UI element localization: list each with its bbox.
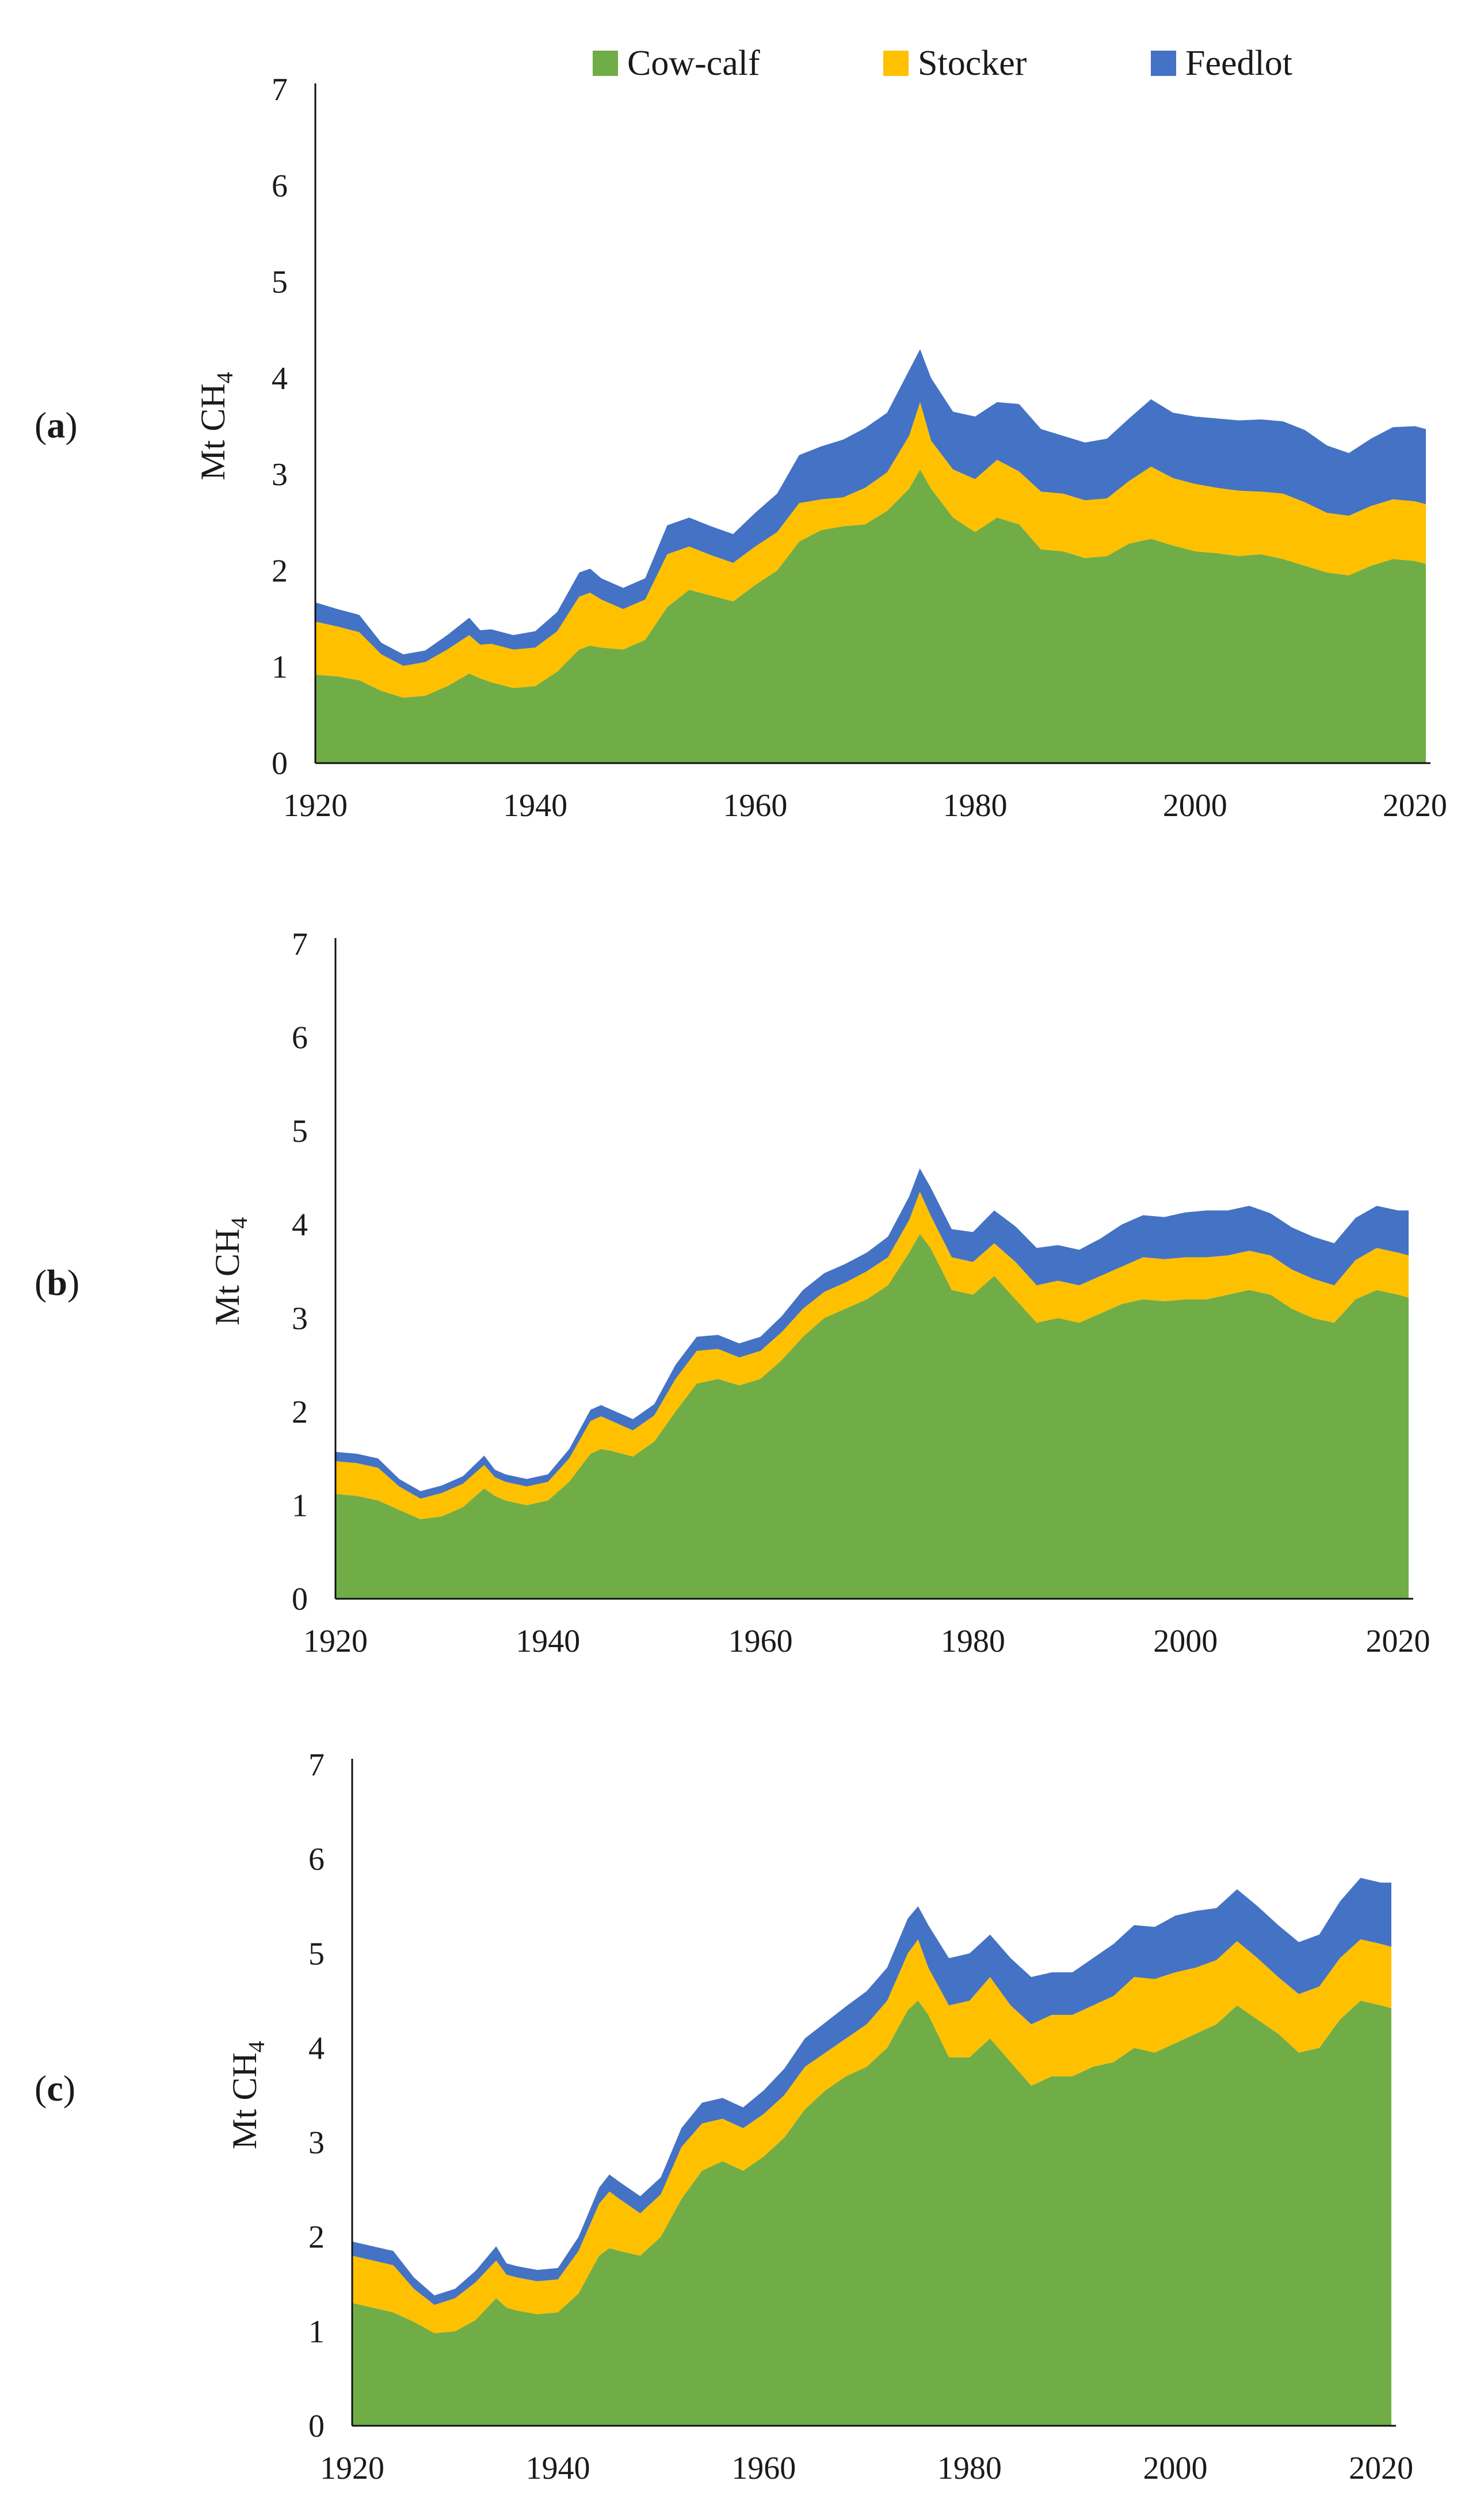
y-axis-label-subscript: 4: [212, 372, 238, 383]
y-axis-label: Mt CH4: [194, 372, 238, 480]
panel-label-open: (: [35, 2068, 47, 2109]
y-axis-label-main: Mt CH: [194, 383, 232, 480]
stocker-area: [335, 1191, 1409, 1519]
panel-label-open: (: [35, 405, 47, 445]
y-tick-label: 3: [308, 2125, 325, 2161]
y-tick-label: 5: [292, 1114, 308, 1149]
cow-calf-area: [315, 469, 1426, 763]
panel-label-open: (: [35, 1262, 47, 1303]
y-tick-label: 7: [272, 72, 288, 108]
x-tick-label: 2000: [1153, 1624, 1218, 1659]
y-tick-label: 3: [272, 457, 288, 493]
x-tick-label: 1960: [731, 2451, 796, 2486]
y-tick-label: 6: [272, 168, 288, 204]
y-axis-label-main: Mt CH: [226, 2052, 264, 2149]
y-axis-label: Mt CH4: [208, 1217, 252, 1325]
x-tick-label: 1920: [320, 2451, 384, 2486]
x-tick-label: 1980: [943, 788, 1008, 824]
y-axis-label-subscript: 4: [243, 2041, 269, 2052]
x-tick-label: 1960: [723, 788, 787, 824]
y-axis-label: Mt CH4: [226, 2041, 269, 2149]
panel-label: (b): [35, 1262, 79, 1303]
y-tick-label: 1: [272, 650, 288, 685]
y-axis-label-subscript: 4: [226, 1217, 252, 1229]
panel-label: (c): [35, 2068, 75, 2109]
panel-label-close: ): [63, 2068, 75, 2109]
x-tick-label: 2000: [1143, 2451, 1207, 2486]
legend-label-stocker: Stocker: [918, 44, 1027, 83]
x-tick-label: 1920: [283, 788, 348, 824]
y-tick-label: 7: [292, 927, 308, 962]
panel-label-letter: c: [47, 2068, 63, 2109]
y-tick-label: 2: [272, 553, 288, 589]
x-tick-label: 2020: [1383, 788, 1447, 824]
y-tick-label: 6: [308, 1842, 325, 1877]
panel-label: (a): [35, 405, 78, 445]
y-tick-label: 3: [292, 1301, 308, 1336]
y-tick-label: 0: [292, 1581, 308, 1617]
panel-label-letter: b: [47, 1262, 67, 1303]
x-tick-label: 1920: [303, 1624, 368, 1659]
y-tick-label: 5: [308, 1936, 325, 1972]
x-tick-label: 2020: [1349, 2451, 1413, 2486]
y-tick-label: 4: [272, 361, 288, 397]
x-tick-label: 1960: [728, 1624, 793, 1659]
x-tick-label: 2000: [1163, 788, 1227, 824]
y-tick-label: 2: [308, 2220, 325, 2255]
feedlot-area: [315, 349, 1426, 666]
y-tick-label: 4: [292, 1207, 308, 1243]
x-tick-label: 1940: [503, 788, 567, 824]
y-tick-label: 5: [272, 265, 288, 300]
y-tick-label: 2: [292, 1394, 308, 1430]
cow-calf-area: [352, 2000, 1391, 2426]
panel-label-close: ): [65, 405, 77, 445]
cow-calf-area: [335, 1234, 1409, 1599]
panel-label-letter: a: [47, 405, 65, 445]
feedlot-area: [335, 1168, 1409, 1499]
y-tick-label: 0: [308, 2409, 325, 2444]
x-tick-label: 1940: [526, 2451, 590, 2486]
y-tick-label: 0: [272, 746, 288, 782]
legend-swatch-stocker: [883, 51, 909, 76]
x-tick-label: 1940: [516, 1624, 580, 1659]
legend-label-feedlot: Feedlot: [1185, 44, 1292, 83]
stocker-area: [352, 1939, 1391, 2334]
x-tick-label: 1980: [937, 2451, 1002, 2486]
legend: Cow-calf Stocker Feedlot: [593, 44, 1292, 83]
x-tick-label: 2020: [1366, 1624, 1430, 1659]
stocker-area: [315, 402, 1426, 698]
y-tick-label: 7: [308, 1747, 325, 1783]
y-tick-label: 4: [308, 2030, 325, 2066]
legend-label-cow-calf: Cow-calf: [627, 44, 760, 83]
y-tick-label: 1: [308, 2314, 325, 2350]
legend-swatch-feedlot: [1151, 51, 1176, 76]
legend-swatch-cow-calf: [593, 51, 618, 76]
x-tick-label: 1980: [941, 1624, 1005, 1659]
y-tick-label: 1: [292, 1488, 308, 1523]
y-tick-label: 6: [292, 1020, 308, 1056]
y-axis-label-main: Mt CH: [208, 1229, 246, 1325]
panel-label-close: ): [67, 1262, 79, 1303]
